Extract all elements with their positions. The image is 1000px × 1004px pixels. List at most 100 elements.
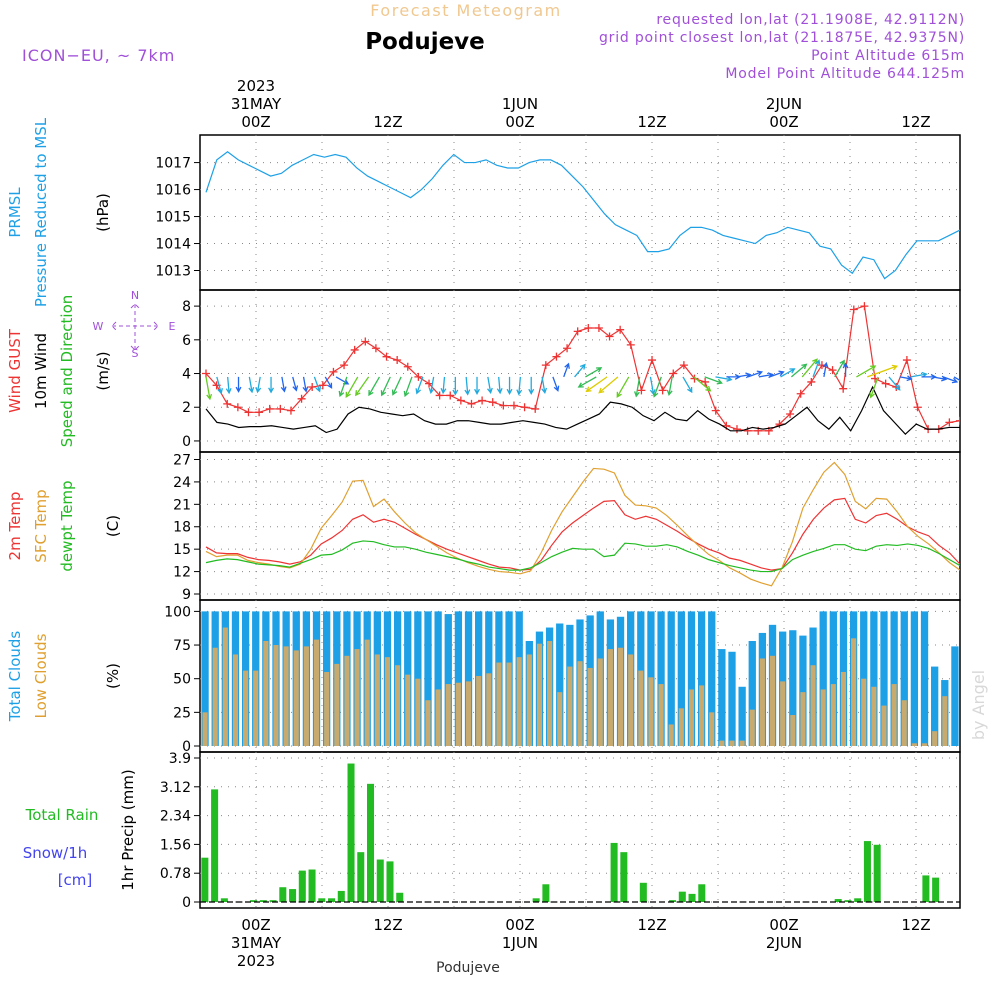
y-axis-label: SFC Temp <box>32 489 50 562</box>
low-cloud-bar <box>313 639 320 746</box>
y-tick-label: 0 <box>182 739 191 755</box>
precip-bar <box>396 892 404 902</box>
wind-arrow <box>235 376 242 393</box>
low-cloud-bar <box>769 655 776 746</box>
total-cloud-bar <box>748 641 756 746</box>
wind-arrow <box>616 376 630 398</box>
time-label-bottom: 31MAY <box>231 934 282 952</box>
total-cloud-bar <box>434 611 442 746</box>
gust-marker <box>648 356 657 365</box>
wind-arrow <box>541 376 548 394</box>
low-cloud-bar <box>455 682 461 746</box>
total-cloud-bar <box>799 635 807 746</box>
precip-bar <box>922 875 930 902</box>
y-tick-label: 3.9 <box>169 751 191 767</box>
gust-marker <box>244 408 253 417</box>
wind-arrow <box>585 376 608 393</box>
gust-marker <box>340 361 349 370</box>
low-cloud-bar <box>253 670 259 746</box>
point-altitude: Point Altitude 615m <box>811 48 965 64</box>
gust-marker <box>456 396 465 405</box>
precip-bar <box>211 789 219 902</box>
wind-arrow <box>464 376 471 396</box>
total-cloud-bar <box>687 611 696 746</box>
y-tick-label: 1.56 <box>160 837 191 853</box>
y-tick-label: 1015 <box>155 210 191 226</box>
y-tick-label: 12 <box>173 565 191 581</box>
y-axis-label: Speed and Direction <box>58 295 76 448</box>
gust-marker <box>552 352 561 361</box>
y-axis-label: Total Clouds <box>6 631 24 723</box>
wind-arrow <box>428 376 435 394</box>
panel-marks <box>202 302 960 436</box>
low-cloud-bar <box>851 638 857 746</box>
low-cloud-bar <box>232 654 239 746</box>
wind-arrow <box>474 376 480 395</box>
y-axis-label: Wind GUST <box>6 328 24 413</box>
low-cloud-bar <box>810 665 816 746</box>
gust-marker <box>361 337 370 346</box>
y-tick-label: 1013 <box>155 264 191 280</box>
y-tick-label: 18 <box>173 520 191 536</box>
low-cloud-bar <box>587 667 593 746</box>
precip-bar <box>279 887 287 902</box>
wind-arrow <box>715 376 733 382</box>
subtitle: Forecast Meteogram <box>370 1 561 20</box>
total-cloud-bar <box>464 611 473 746</box>
low-cloud-bar <box>516 657 522 746</box>
wind-arrow <box>380 376 391 397</box>
wind-arrow <box>856 365 877 378</box>
wind-arrow <box>280 376 287 393</box>
gust-marker <box>860 302 869 311</box>
gust-marker <box>626 340 635 349</box>
total-cloud-bar <box>951 646 959 746</box>
wind-arrow <box>634 376 641 398</box>
low-cloud-bar <box>303 646 309 746</box>
low-cloud-bar <box>293 650 299 746</box>
y-tick-label: 75 <box>173 638 191 654</box>
gust-marker <box>775 420 784 429</box>
panel-frame <box>199 134 961 291</box>
precip-bar <box>367 783 375 902</box>
wind-arrow <box>585 367 603 378</box>
low-cloud-bar <box>324 671 330 746</box>
precip-bar <box>678 891 686 902</box>
precip-bar <box>347 763 355 902</box>
plot-area: 1013 1014 1015 1016 1017 PRMSL Pressure Reduce… <box>6 77 961 970</box>
time-label-top: 1JUN <box>502 95 538 113</box>
total-cloud-bar <box>931 666 939 746</box>
wind-arrow <box>403 376 413 398</box>
low-cloud-bar <box>547 641 553 746</box>
low-cloud-bar <box>496 662 502 746</box>
wind-arrow <box>598 376 619 394</box>
compass-s: S <box>132 347 139 360</box>
wind-arrow <box>942 376 959 384</box>
precip-bar <box>357 852 365 902</box>
y-tick-label: 21 <box>173 497 191 513</box>
total-cloud-bar <box>201 611 209 746</box>
wind-arrow <box>649 376 656 396</box>
low-cloud-bar <box>790 715 796 746</box>
total-cloud-bar <box>697 611 706 746</box>
total-cloud-bar <box>738 686 746 746</box>
low-cloud-bar <box>688 689 695 746</box>
low-cloud-bar <box>719 740 725 746</box>
wind-arrow <box>812 359 821 378</box>
wind-arrow <box>415 376 424 395</box>
y-tick-label: 0.78 <box>160 866 191 882</box>
low-cloud-bar <box>668 724 674 746</box>
gust-marker <box>255 408 264 417</box>
total-cloud-bar <box>789 630 797 746</box>
wind-arrow <box>391 376 402 396</box>
wind-arrow <box>953 376 960 382</box>
precip-bar <box>201 857 209 902</box>
wind-arrow <box>867 364 899 378</box>
low-cloud-bar <box>435 689 441 746</box>
precip-bar <box>328 898 336 902</box>
precip-side-label: Snow/1h <box>23 844 88 862</box>
wind-arrow <box>577 376 597 388</box>
low-cloud-bar <box>506 662 512 746</box>
precip-bar <box>298 870 306 902</box>
